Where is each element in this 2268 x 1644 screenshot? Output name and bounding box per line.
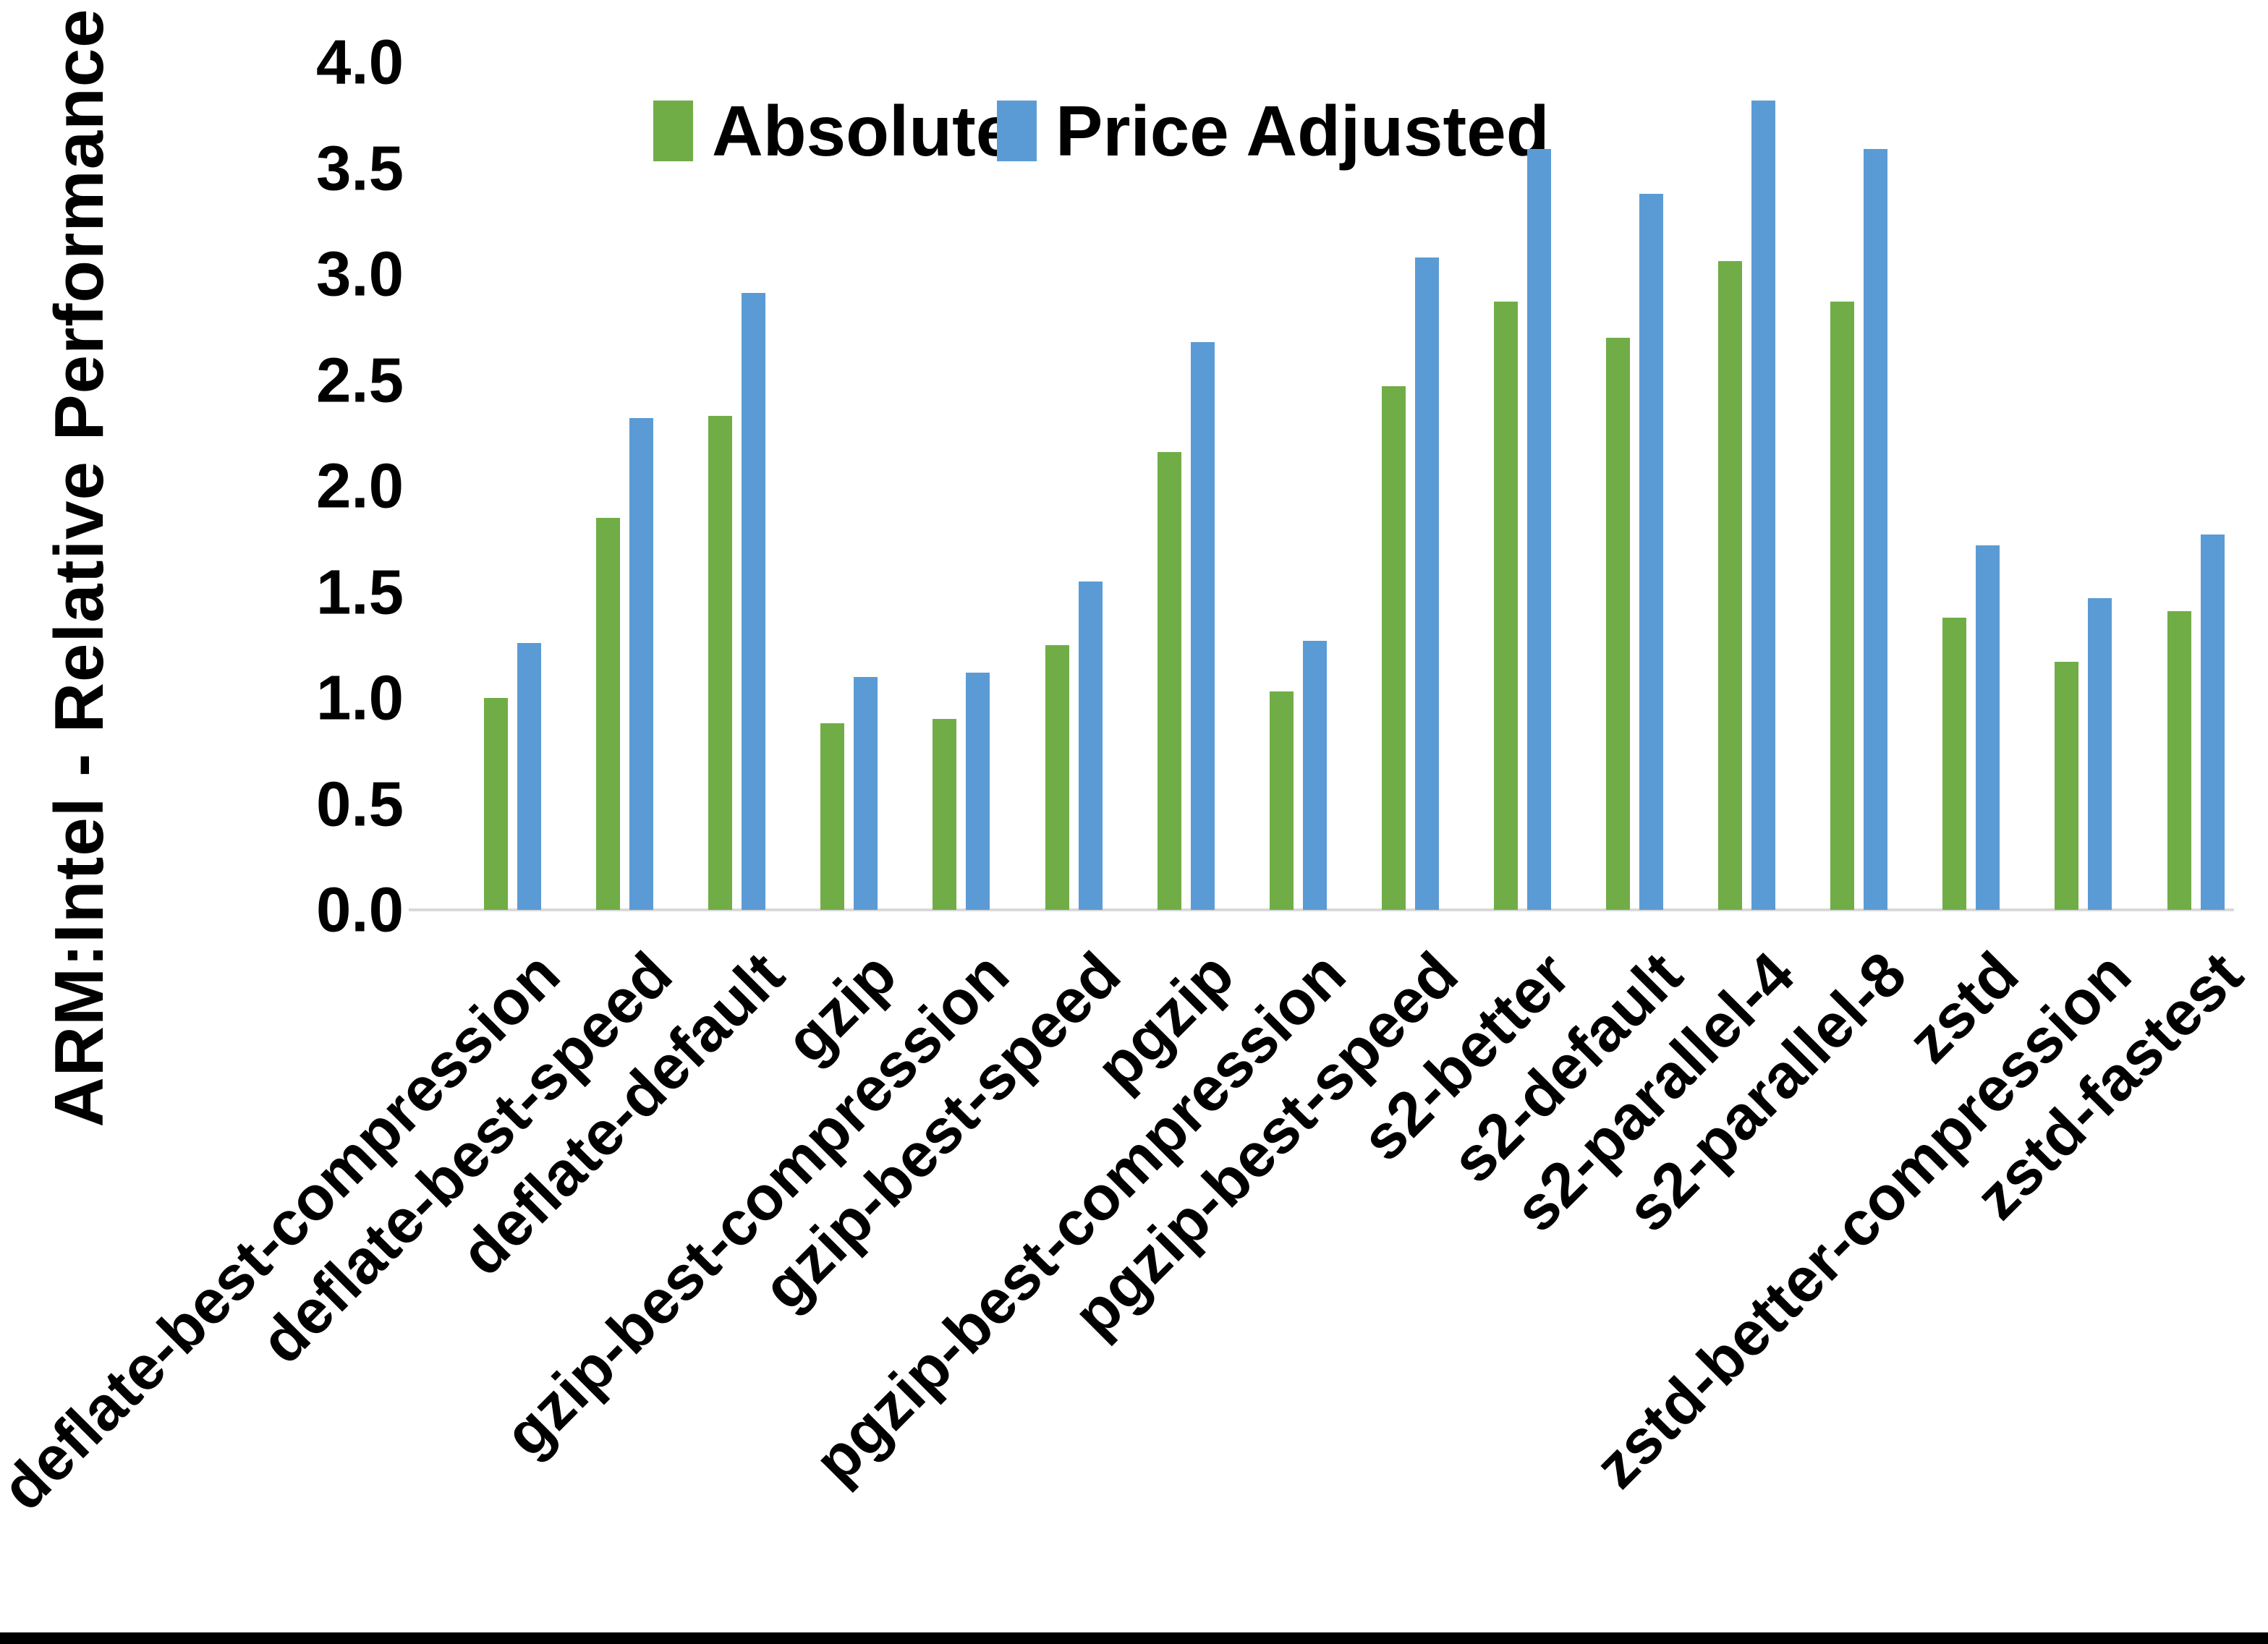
legend-swatch-price-adjusted-icon (997, 101, 1037, 161)
bar-price-adjusted-deflate-best-speed (629, 418, 653, 910)
y-tick-label: 3.0 (316, 239, 404, 310)
bar-absolute-deflate-best-compression (484, 698, 508, 910)
bar-absolute-gzip-best-compression (933, 719, 956, 910)
bar-price-adjusted-zstd-better-compression (2088, 598, 2112, 910)
bar-price-adjusted-s2-parallel-8 (1864, 149, 1887, 910)
bar-price-adjusted-s2-default (1639, 194, 1663, 910)
bar-absolute-s2-parallel-4 (1718, 261, 1742, 910)
bar-absolute-pgzip-best-compression (1270, 691, 1294, 910)
y-tick-label: 1.5 (316, 557, 404, 627)
y-tick-label: 2.5 (316, 345, 404, 415)
bar-price-adjusted-pgzip-best-compression (1303, 641, 1327, 910)
x-axis-line (409, 908, 2234, 911)
bar-absolute-zstd (1942, 618, 1966, 910)
bar-absolute-pgzip (1158, 452, 1181, 910)
bar-absolute-zstd-fastest (2167, 611, 2191, 910)
bar-price-adjusted-zstd-fastest (2201, 534, 2225, 910)
bar-absolute-s2-better (1494, 302, 1518, 910)
legend-item-price-adjusted: Price Adjusted (997, 91, 1550, 171)
bar-price-adjusted-deflate-default (742, 293, 765, 910)
bar-price-adjusted-deflate-best-compression (517, 643, 541, 910)
bar-price-adjusted-pgzip-best-speed (1415, 257, 1439, 910)
bar-absolute-gzip-best-speed (1045, 645, 1069, 910)
bar-price-adjusted-s2-better (1527, 149, 1551, 910)
bar-price-adjusted-gzip-best-compression (966, 673, 990, 910)
legend-label-price-adjusted: Price Adjusted (1056, 91, 1550, 171)
y-tick-label: 4.0 (316, 27, 404, 98)
legend-item-absolute: Absolute (653, 91, 1016, 171)
bar-price-adjusted-gzip (854, 677, 878, 910)
bar-absolute-deflate-best-speed (596, 518, 620, 910)
y-tick-label: 3.5 (316, 133, 404, 203)
y-axis-title: ARM:Intel - Relative Performance (41, 8, 118, 1128)
bar-price-adjusted-gzip-best-speed (1079, 582, 1103, 910)
bar-absolute-s2-default (1606, 338, 1630, 910)
y-tick-label: 0.5 (316, 769, 404, 839)
legend-label-absolute: Absolute (712, 91, 1016, 171)
y-tick-label: 0.0 (316, 874, 404, 945)
legend-swatch-absolute-icon (653, 101, 693, 161)
y-tick-label: 2.0 (316, 451, 404, 521)
y-tick-label: 1.0 (316, 663, 404, 733)
bar-absolute-pgzip-best-speed (1382, 386, 1406, 910)
bar-absolute-zstd-better-compression (2055, 662, 2078, 910)
bar-absolute-s2-parallel-8 (1830, 302, 1854, 910)
bar-absolute-gzip (820, 723, 844, 910)
figure-bottom-border (0, 1632, 2268, 1644)
bar-price-adjusted-zstd (1976, 545, 2000, 910)
bar-absolute-deflate-default (708, 416, 732, 910)
bar-price-adjusted-s2-parallel-4 (1751, 101, 1775, 910)
bar-price-adjusted-pgzip (1191, 342, 1215, 910)
